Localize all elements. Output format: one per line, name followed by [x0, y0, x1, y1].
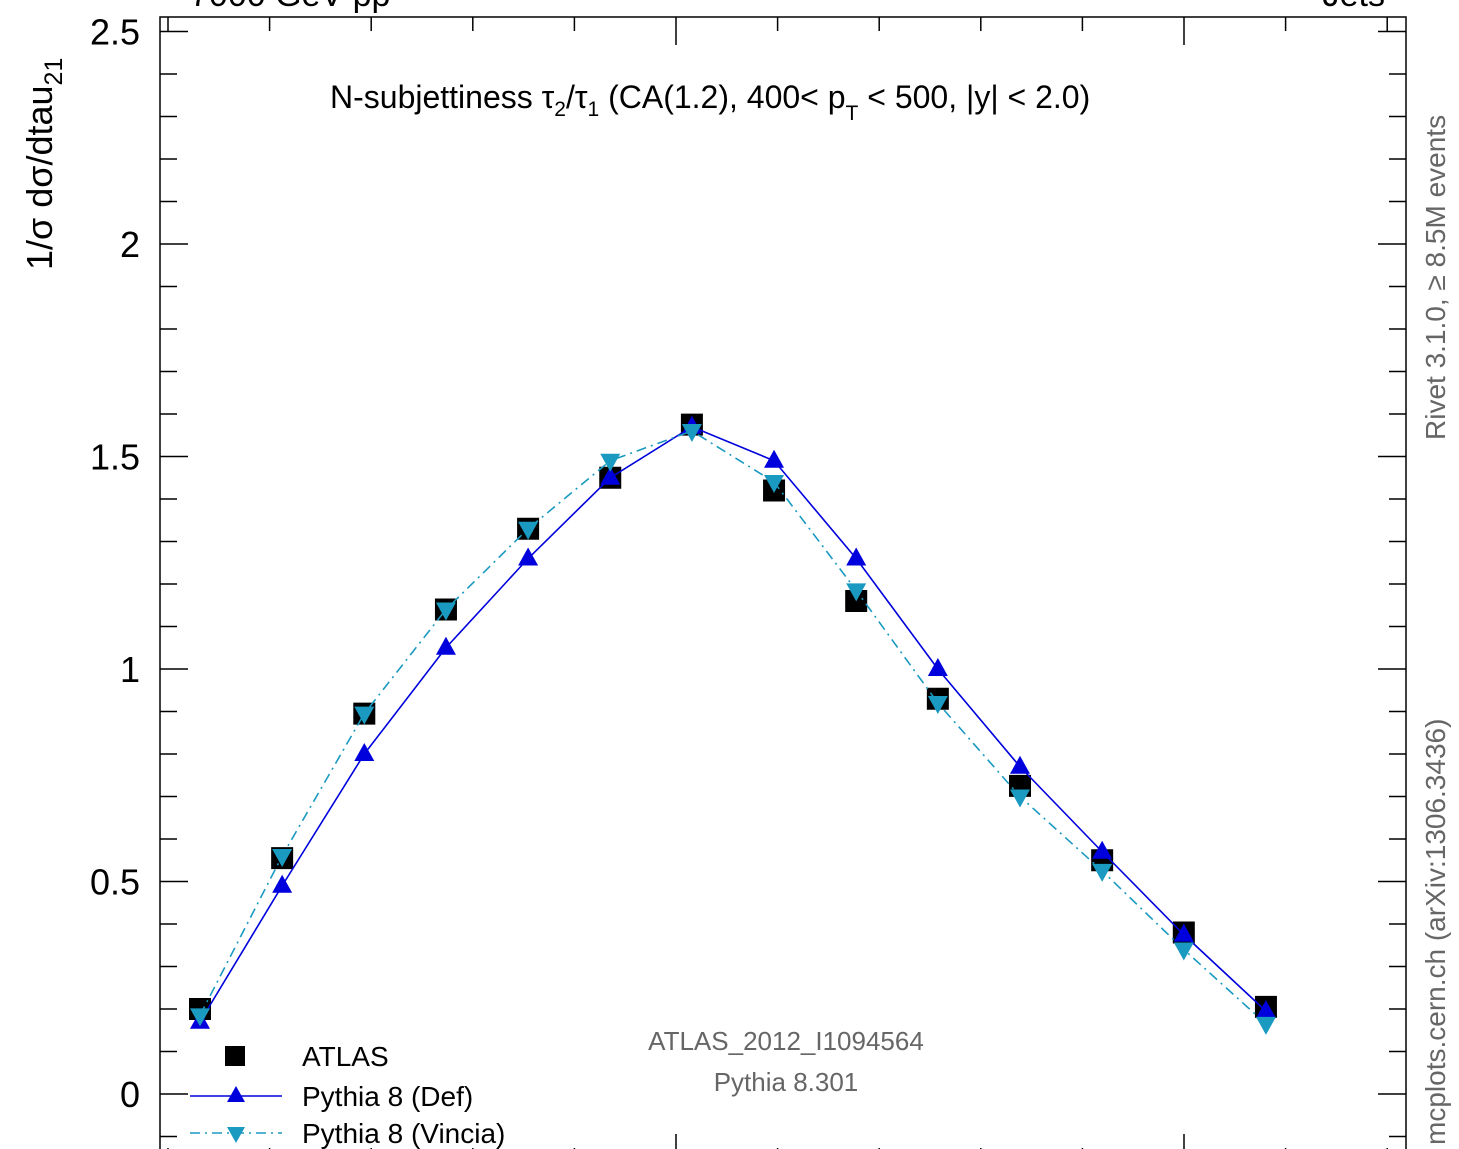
data-point-pythia-vincia	[764, 475, 785, 493]
mcplots-label: mcplots.cern.ch (arXiv:1306.3436)	[1420, 719, 1451, 1145]
data-point-pythia-def	[435, 636, 456, 655]
data-point-pythia-vincia	[681, 424, 702, 442]
data-point-pythia-def	[354, 743, 375, 761]
legend: ATLAS Pythia 8 (Def) Pythia 8 (Vincia)	[190, 1041, 505, 1149]
header-right-clipped: Jets	[1323, 0, 1385, 14]
rivet-label: Rivet 3.1.0, ≥ 8.5M events	[1420, 115, 1451, 440]
data-point-pythia-vincia	[518, 521, 539, 540]
data-point-pythia-def	[518, 547, 539, 566]
y-tick-label: 1.5	[90, 437, 140, 478]
legend-label-def: Pythia 8 (Def)	[302, 1081, 473, 1112]
data-point-pythia-def	[1010, 755, 1030, 774]
y-tick-label: 0.5	[90, 862, 140, 903]
header-left-clipped: 7000 GeV pp	[190, 0, 390, 14]
data-point-pythia-def	[764, 449, 785, 468]
y-tick-labels: 0 0.5 1 1.5 2 2.5	[90, 12, 140, 1116]
legend-label-atlas: ATLAS	[302, 1041, 389, 1072]
data-point-pythia-def	[1092, 840, 1113, 859]
axis-ticks	[160, 17, 1406, 1149]
series-line-1	[199, 425, 1267, 1023]
legend-marker-def	[227, 1086, 245, 1102]
data-point-pythia-vincia	[846, 583, 867, 602]
data-point-pythia-def	[846, 547, 867, 566]
data-point-pythia-vincia	[354, 706, 375, 725]
data-point-pythia-vincia	[1010, 789, 1030, 808]
chart-title: N-subjettiness τ2/τ1 (CA(1.2), 400< pT <…	[330, 79, 1090, 125]
series-line-2	[199, 430, 1267, 1025]
data-point-pythia-def	[272, 874, 293, 893]
analysis-label: ATLAS_2012_I1094564	[648, 1026, 924, 1056]
series-layer	[189, 413, 1277, 1035]
data-point-pythia-vincia	[435, 602, 456, 621]
data-point-pythia-def	[600, 466, 621, 485]
data-point-pythia-vincia	[272, 849, 293, 867]
y-tick-label: 2.5	[90, 12, 140, 53]
plot-frame	[159, 16, 1407, 1149]
data-point-pythia-vincia	[1255, 1016, 1276, 1035]
data-point-pythia-def	[927, 658, 948, 676]
data-point-pythia-vincia	[1173, 942, 1194, 961]
data-point-pythia-def	[1255, 1000, 1276, 1019]
y-axis-label: 1/σ dσ/dtau21	[19, 58, 68, 270]
legend-marker-vincia	[227, 1127, 245, 1143]
generator-label: Pythia 8.301	[714, 1067, 859, 1097]
y-tick-label: 0	[120, 1074, 140, 1115]
y-tick-label: 1	[120, 649, 140, 690]
data-point-pythia-def	[1173, 923, 1194, 942]
legend-marker-atlas	[225, 1046, 245, 1066]
data-point-pythia-vincia	[1092, 863, 1113, 882]
y-tick-label: 2	[120, 224, 140, 265]
data-point-pythia-vincia	[190, 1008, 210, 1027]
legend-label-vincia: Pythia 8 (Vincia)	[302, 1118, 505, 1149]
data-point-pythia-vincia	[927, 696, 948, 714]
data-point-pythia-vincia	[600, 453, 621, 472]
